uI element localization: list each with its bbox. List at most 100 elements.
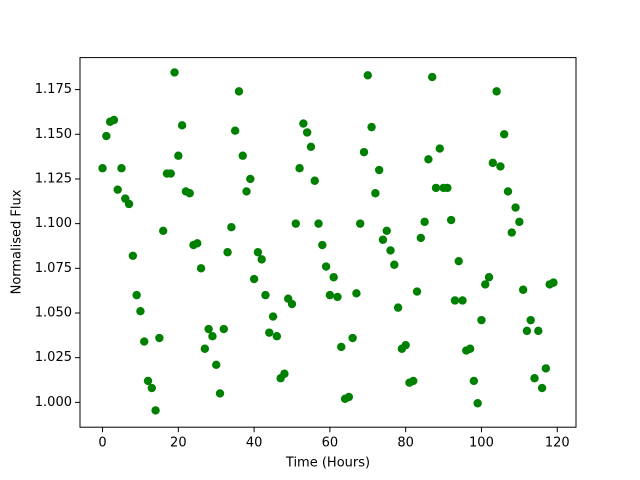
y-tick-label: 1.175	[35, 82, 72, 97]
point	[98, 164, 107, 173]
point	[280, 369, 289, 378]
point	[306, 142, 316, 151]
x-tick-label: 80	[397, 436, 414, 451]
point	[363, 71, 372, 80]
y-tick-label: 1.025	[35, 350, 72, 365]
y-tick-label: 1.150	[35, 127, 72, 142]
point	[499, 130, 509, 139]
point	[329, 273, 338, 282]
point	[469, 376, 479, 386]
point	[481, 280, 490, 289]
y-tick-label: 1.000	[35, 395, 72, 410]
point	[477, 315, 486, 325]
x-tick-label: 100	[469, 436, 494, 451]
point	[374, 165, 384, 175]
point	[230, 126, 240, 135]
point	[140, 337, 149, 346]
point	[113, 185, 122, 194]
point	[196, 264, 206, 273]
plot-frame	[79, 57, 577, 428]
point	[200, 344, 210, 353]
point	[291, 219, 300, 228]
point	[393, 303, 403, 312]
point	[534, 326, 543, 336]
point	[272, 332, 282, 341]
point	[503, 187, 513, 196]
point	[102, 131, 111, 141]
point	[238, 151, 247, 160]
point	[215, 389, 225, 398]
point	[212, 360, 221, 370]
y-tick-label: 1.075	[35, 261, 72, 276]
point	[265, 328, 274, 337]
point	[193, 239, 202, 248]
point	[390, 260, 399, 269]
point	[158, 226, 168, 235]
point	[109, 115, 119, 125]
point	[287, 299, 297, 309]
point	[253, 248, 263, 257]
point	[416, 233, 426, 243]
y-axis-label: Normalised Flux	[10, 189, 25, 294]
point	[484, 273, 494, 282]
point	[367, 122, 376, 132]
point	[420, 217, 429, 227]
point	[204, 324, 213, 334]
point	[511, 203, 520, 212]
point	[378, 235, 388, 244]
point	[268, 312, 278, 321]
point	[234, 87, 244, 96]
point	[507, 228, 516, 237]
point	[465, 344, 475, 353]
point	[219, 324, 228, 334]
point	[132, 290, 141, 300]
point	[128, 251, 138, 261]
point	[424, 155, 433, 164]
y-tick-label: 1.100	[35, 216, 72, 231]
x-tick-label: 40	[246, 436, 263, 451]
point	[473, 399, 482, 408]
point	[530, 374, 539, 383]
point	[246, 174, 255, 184]
point	[496, 162, 505, 171]
point	[242, 187, 251, 196]
point	[310, 176, 319, 185]
point	[302, 128, 312, 137]
point	[174, 151, 183, 160]
point	[454, 256, 463, 266]
point	[446, 215, 456, 225]
point	[333, 292, 342, 302]
point	[227, 223, 236, 232]
point	[314, 219, 323, 228]
point	[382, 226, 391, 235]
point	[147, 383, 157, 393]
point	[143, 376, 153, 386]
point	[371, 189, 380, 198]
point	[348, 333, 357, 343]
point	[117, 164, 126, 173]
point	[257, 255, 266, 264]
point	[344, 392, 354, 402]
point	[325, 290, 335, 300]
point	[261, 290, 270, 300]
point	[537, 383, 547, 393]
point	[435, 144, 444, 153]
point	[151, 406, 160, 415]
point	[166, 169, 175, 178]
point	[318, 240, 327, 250]
point	[321, 262, 331, 271]
point	[208, 332, 217, 341]
point	[450, 296, 460, 305]
point	[488, 158, 498, 168]
point	[409, 376, 418, 386]
x-axis-label: Time (Hours)	[285, 456, 370, 471]
point	[401, 340, 410, 350]
point	[177, 121, 187, 130]
x-tick-label: 60	[322, 436, 339, 451]
point	[541, 364, 551, 373]
point	[185, 189, 194, 198]
point	[549, 278, 558, 287]
